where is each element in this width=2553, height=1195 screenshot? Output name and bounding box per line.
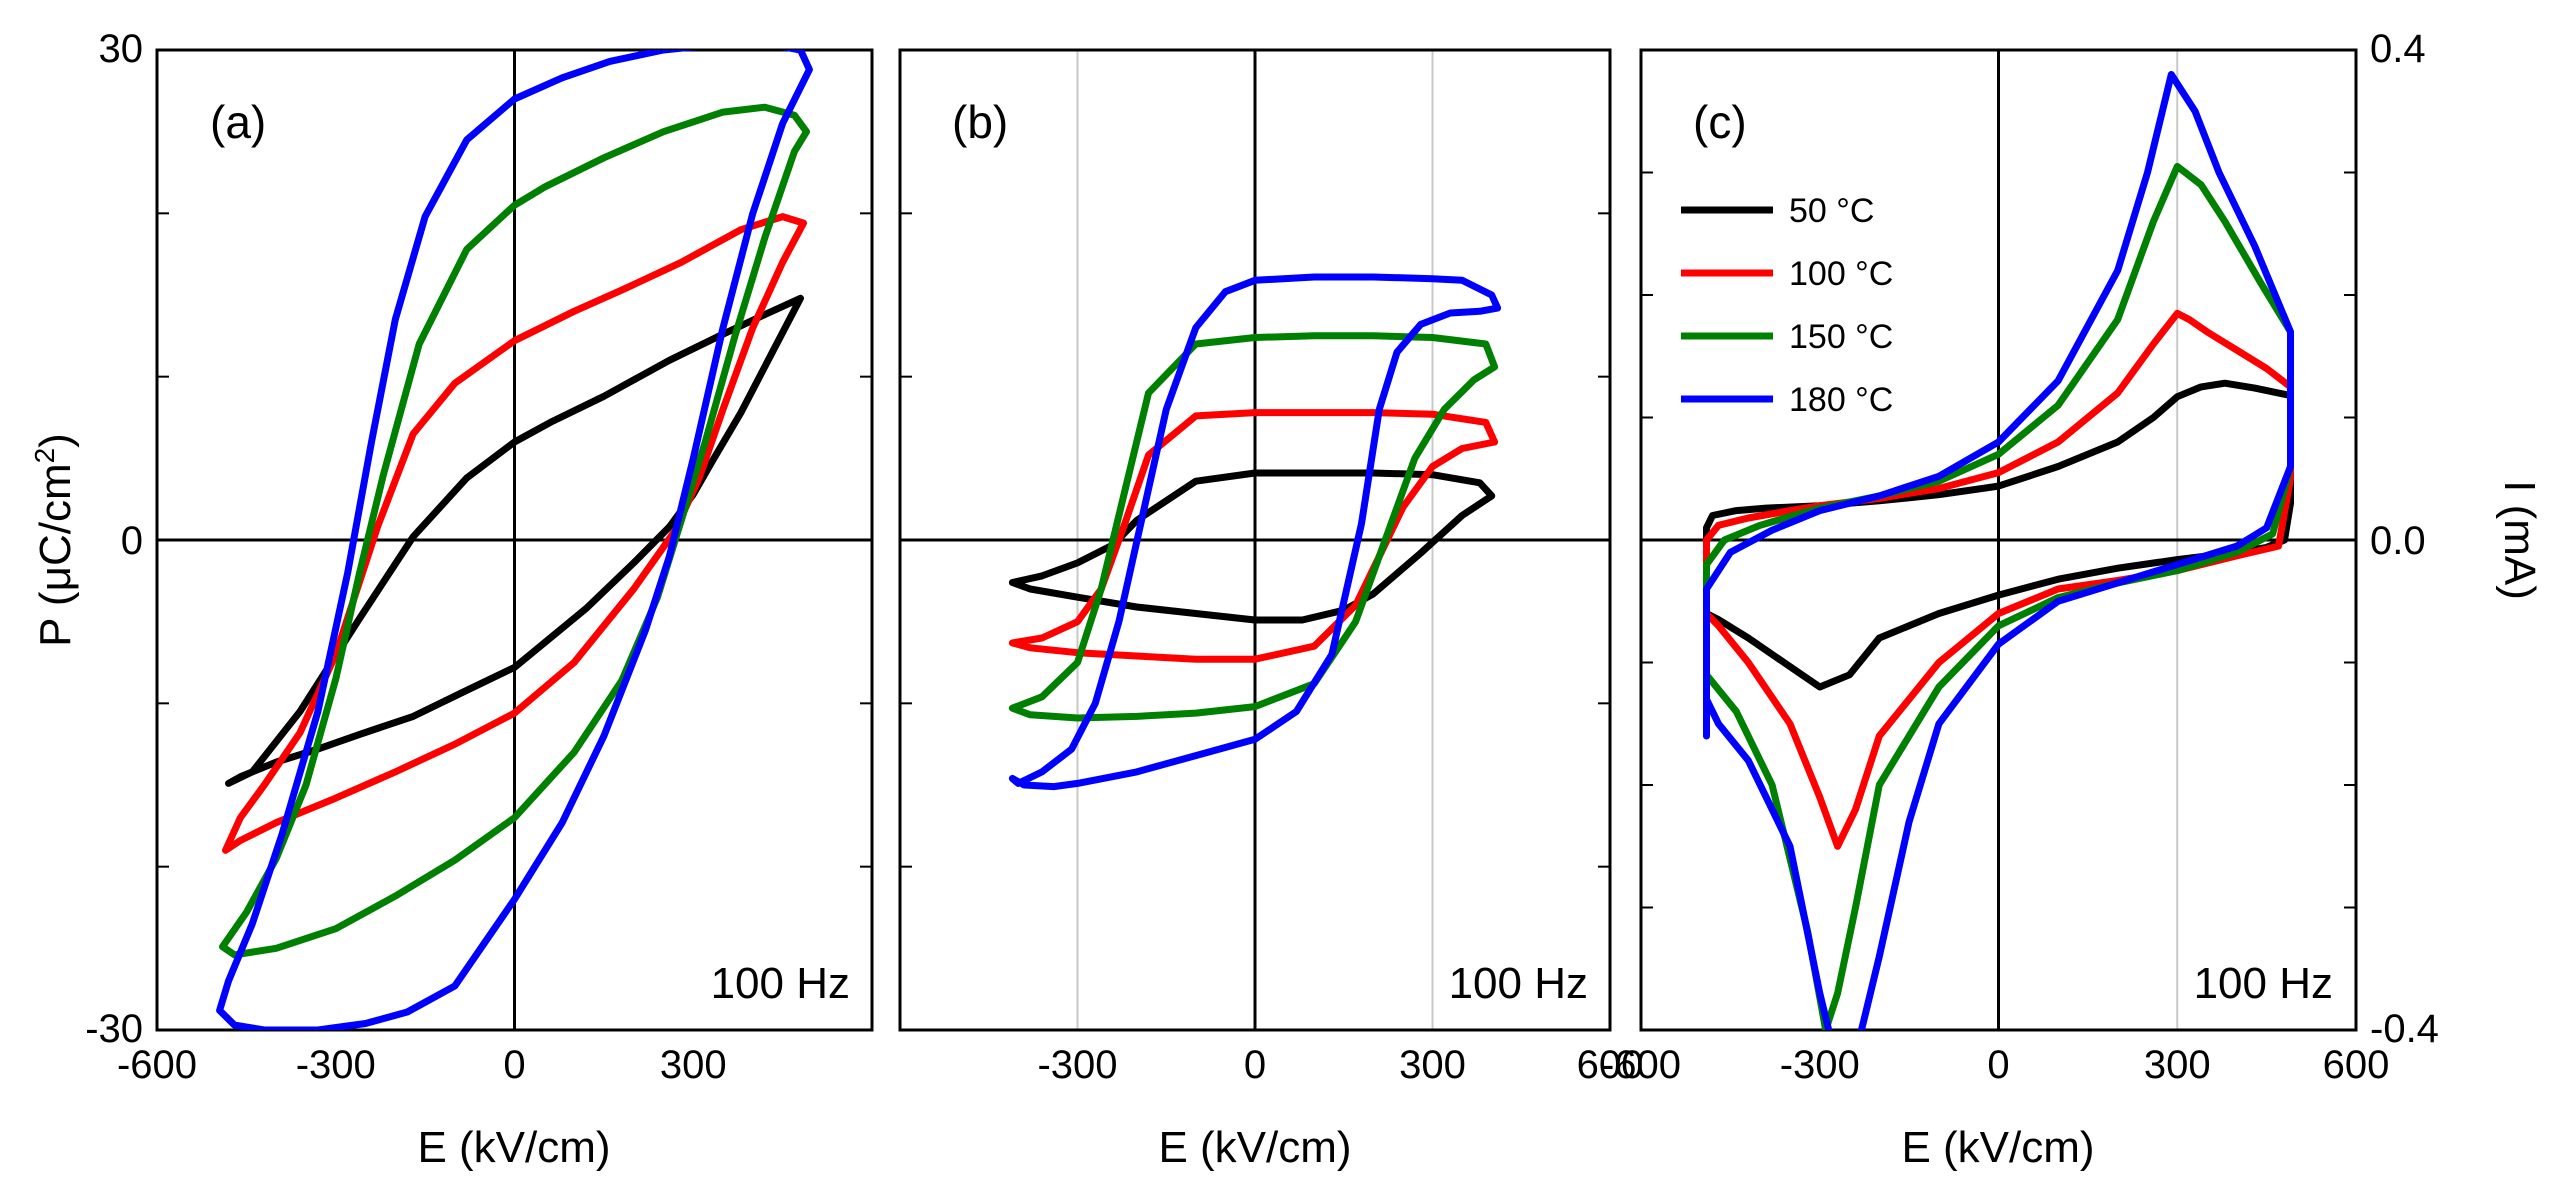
- plot-frame-c: [1639, 48, 2358, 1032]
- x-tick-label-a: -300: [296, 1043, 376, 1087]
- panel-label-a: (a): [210, 96, 266, 148]
- panel-b: -300 0 300 600: [898, 48, 1644, 1087]
- x-tick-label-b: 300: [1399, 1043, 1466, 1087]
- x-tick-label-b: -300: [1037, 1043, 1117, 1087]
- plot-frame-b: [898, 48, 1612, 1032]
- series-group-a: [216, 50, 813, 1030]
- y-tick-label-a: 30: [99, 27, 144, 71]
- series-line-b-50c: [1008, 469, 1496, 624]
- y-tick-label-a: -30: [85, 1007, 143, 1051]
- x-tick-label-a: 300: [660, 1043, 727, 1087]
- y-tick-label-c: 0.0: [2370, 519, 2426, 563]
- plot-frame-a: [155, 48, 874, 1032]
- y-tick-label-c: 0.4: [2370, 27, 2426, 71]
- legend-label-c: 50 °C: [1789, 192, 1874, 230]
- x-tick-label-c: -600: [1601, 1043, 1681, 1087]
- x-tick-label-a: -600: [117, 1043, 197, 1087]
- annotation-b: 100 Hz: [1449, 959, 1588, 1008]
- y-axis-title-c: I (mA): [2495, 480, 2544, 600]
- x-axis-title-b: E (kV/cm): [1158, 1123, 1351, 1172]
- panel-c: -600 -300 0 300 600 0.4 0.0 -0.4 50 °C 100 °C 150 …: [1601, 27, 2439, 1087]
- x-axis-title-c: E (kV/cm): [1901, 1123, 2094, 1172]
- annotation-c: 100 Hz: [2194, 959, 2333, 1008]
- annotation-a: 100 Hz: [711, 959, 850, 1008]
- y-axis-title-a: P (μC/cm2): [29, 433, 80, 647]
- y-tick-label-a: 0: [121, 519, 143, 563]
- series-line-a-180c: [216, 50, 813, 1030]
- x-tick-label-b: 0: [1244, 1043, 1266, 1087]
- series-group-b: [1008, 273, 1502, 791]
- legend-label-c: 100 °C: [1789, 255, 1893, 293]
- legend-label-c: 150 °C: [1789, 318, 1893, 356]
- y-tick-label-c: -0.4: [2370, 1007, 2439, 1051]
- series-group-c: [1703, 71, 2294, 1030]
- x-tick-label-b: 600: [1577, 1043, 1644, 1087]
- x-tick-label-c: 0: [1987, 1043, 2009, 1087]
- series-line-b-150c: [1008, 332, 1499, 722]
- series-line-c-180c: [1703, 71, 2294, 1030]
- x-tick-label-a: 0: [503, 1043, 525, 1087]
- panel-label-b: (b): [952, 96, 1008, 148]
- legend-label-c: 180 °C: [1789, 381, 1893, 419]
- x-tick-label-c: 300: [2144, 1043, 2211, 1087]
- series-line-b-180c: [1008, 273, 1502, 791]
- x-tick-label-c: -300: [1780, 1043, 1860, 1087]
- x-axis-title-a: E (kV/cm): [417, 1123, 610, 1172]
- x-tick-label-c: 600: [2323, 1043, 2390, 1087]
- panel-label-c: (c): [1693, 96, 1747, 148]
